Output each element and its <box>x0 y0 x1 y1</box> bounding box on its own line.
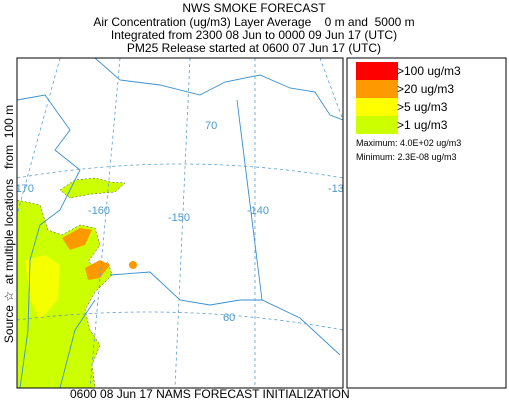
longitude-label: -170 <box>12 183 34 195</box>
legend-label: >20 ug/m3 <box>397 82 454 96</box>
subtitle: Integrated from 2300 08 Jun to 0000 09 J… <box>111 28 397 42</box>
footer: 0600 08 Jun 17 NAMS FORECAST INITIALIZAT… <box>70 387 350 401</box>
legend-swatch <box>356 98 398 116</box>
longitude-label: -160 <box>88 205 110 217</box>
side-label: Source ☆ at multiple locations from 100 … <box>2 105 16 343</box>
longitude-label: -140 <box>247 205 269 217</box>
legend-minimum: Minimum: 2.3E-08 ug/m3 <box>356 152 457 162</box>
subtitle: PM25 Release started at 0600 07 Jun 17 (… <box>127 41 381 55</box>
legend: >100 ug/m3 >20 ug/m3 >5 ug/m3 >1 ug/m3 Maxi… <box>346 57 507 389</box>
legend-swatch <box>356 80 398 98</box>
smoke-area <box>25 255 60 320</box>
legend-label: >100 ug/m3 <box>397 64 461 78</box>
legend-swatch <box>356 116 398 134</box>
legend-label: >5 ug/m3 <box>397 100 448 114</box>
map-frame <box>16 57 344 389</box>
coastline <box>17 58 343 388</box>
title: NWS SMOKE FORECAST <box>182 1 326 15</box>
longitude-label: -150 <box>168 212 190 224</box>
subtitle: Air Concentration (ug/m3) Layer Average … <box>93 15 414 29</box>
legend-label: >1 ug/m3 <box>397 118 448 132</box>
latitude-label: 70 <box>205 120 217 132</box>
legend-maximum: Maximum: 4.0E+02 ug/m3 <box>356 138 461 148</box>
graticule <box>17 58 343 388</box>
latitude-label: 60 <box>223 312 235 324</box>
legend-frame <box>346 57 507 389</box>
map: -170 -160 -150 -140 -130 70 60 <box>12 57 350 389</box>
smoke-area <box>85 260 110 280</box>
border <box>236 99 263 301</box>
smoke-area <box>129 261 137 269</box>
longitude-label: -130 <box>328 183 350 195</box>
legend-swatch <box>356 62 398 80</box>
smoke-area <box>62 228 92 250</box>
smoke-area <box>59 177 126 199</box>
